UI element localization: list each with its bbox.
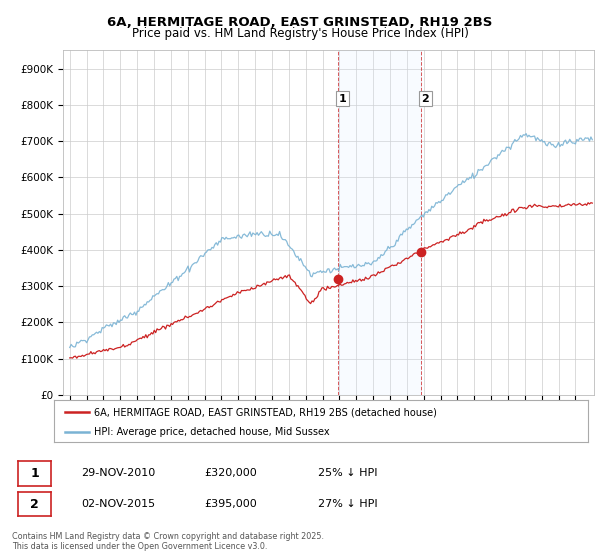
- Text: 2: 2: [30, 497, 39, 511]
- Text: 27% ↓ HPI: 27% ↓ HPI: [318, 499, 377, 509]
- Text: HPI: Average price, detached house, Mid Sussex: HPI: Average price, detached house, Mid …: [94, 427, 329, 437]
- Text: 1: 1: [30, 466, 39, 480]
- Text: 02-NOV-2015: 02-NOV-2015: [81, 499, 155, 509]
- Text: Price paid vs. HM Land Registry's House Price Index (HPI): Price paid vs. HM Land Registry's House …: [131, 27, 469, 40]
- Text: 1: 1: [338, 94, 346, 104]
- Text: £395,000: £395,000: [204, 499, 257, 509]
- Text: 6A, HERMITAGE ROAD, EAST GRINSTEAD, RH19 2BS (detached house): 6A, HERMITAGE ROAD, EAST GRINSTEAD, RH19…: [94, 407, 437, 417]
- Text: 25% ↓ HPI: 25% ↓ HPI: [318, 468, 377, 478]
- Text: Contains HM Land Registry data © Crown copyright and database right 2025.
This d: Contains HM Land Registry data © Crown c…: [12, 532, 324, 552]
- Text: £320,000: £320,000: [204, 468, 257, 478]
- Text: 6A, HERMITAGE ROAD, EAST GRINSTEAD, RH19 2BS: 6A, HERMITAGE ROAD, EAST GRINSTEAD, RH19…: [107, 16, 493, 29]
- Text: 29-NOV-2010: 29-NOV-2010: [81, 468, 155, 478]
- Text: 2: 2: [421, 94, 429, 104]
- Bar: [338, 50, 421, 395]
